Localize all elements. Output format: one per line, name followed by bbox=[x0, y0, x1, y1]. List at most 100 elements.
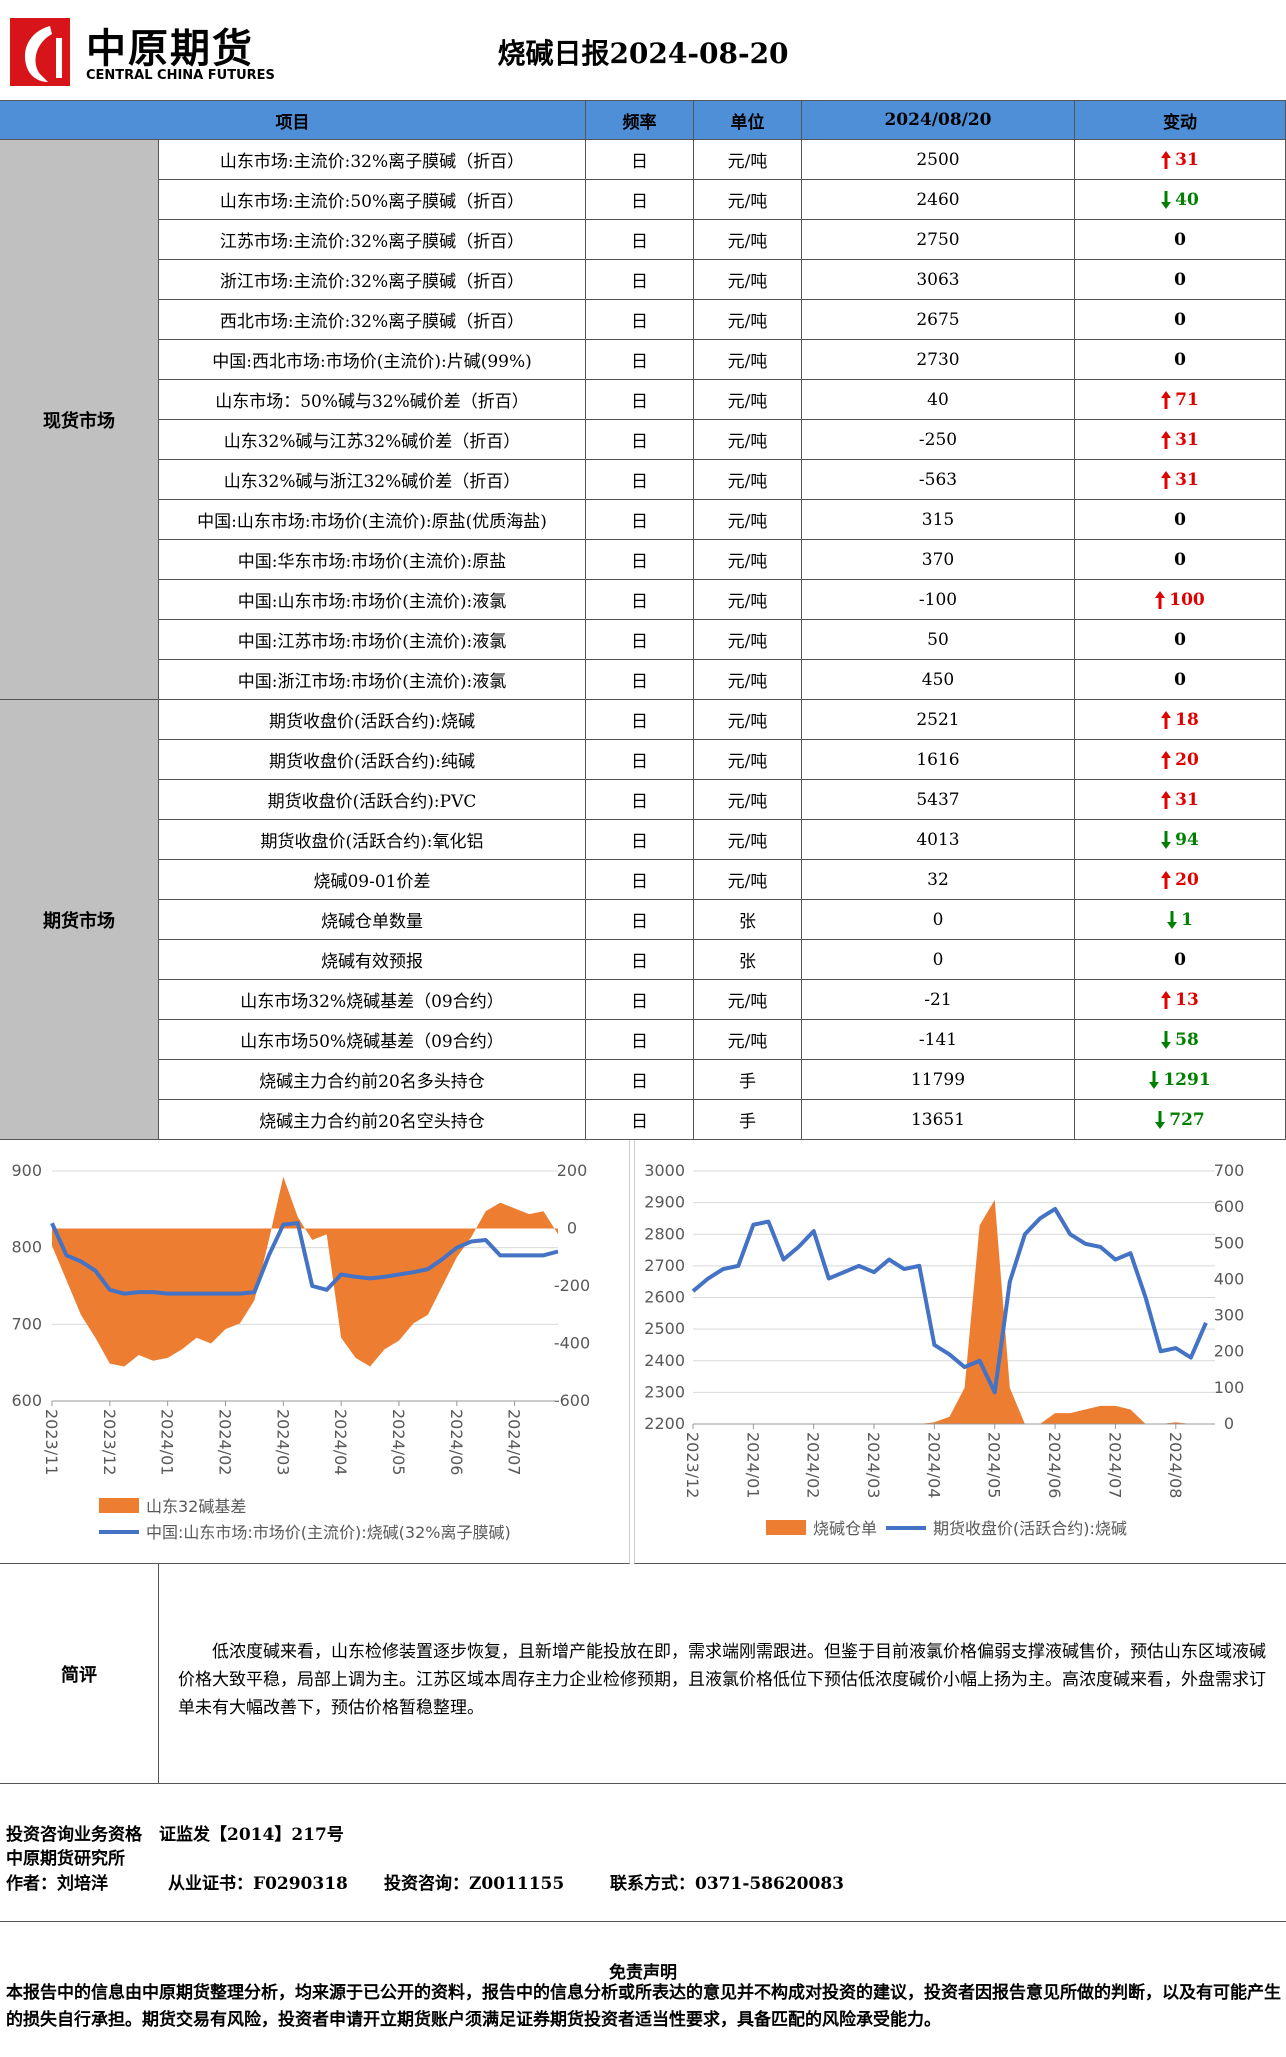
column-header: 项目 bbox=[0, 101, 586, 140]
cell-freq: 日 bbox=[586, 180, 694, 220]
cell-freq: 日 bbox=[586, 460, 694, 500]
x-tick-label: 2024/07 bbox=[1105, 1432, 1124, 1498]
change-value: 13 bbox=[1175, 989, 1199, 1010]
x-tick-label: 2024/05 bbox=[389, 1409, 408, 1475]
x-tick-label: 2024/02 bbox=[804, 1432, 823, 1498]
cell-item: 期货收盘价(活跃合约):纯碱 bbox=[159, 740, 586, 780]
cell-value: 0 bbox=[802, 900, 1075, 940]
cell-freq: 日 bbox=[586, 660, 694, 700]
cell-freq: 日 bbox=[586, 1020, 694, 1060]
change-value: 0 bbox=[1174, 229, 1186, 250]
cell-item: 中国:西北市场:市场价(主流价):片碱(99%) bbox=[159, 340, 586, 380]
header: 中原期货 CENTRAL CHINA FUTURES 烧碱日报2024-08-2… bbox=[0, 0, 1286, 101]
cell-item: 中国:山东市场:市场价(主流价):液氯 bbox=[159, 580, 586, 620]
arrow-shape bbox=[1161, 1030, 1172, 1049]
x-tick-label: 2023/12 bbox=[100, 1409, 119, 1475]
cell-item: 中国:华东市场:市场价(主流价):原盐 bbox=[159, 540, 586, 580]
arrow-shape bbox=[1161, 150, 1172, 169]
arrow-shape bbox=[1161, 790, 1172, 809]
cell-unit: 手 bbox=[694, 1100, 802, 1140]
trend-arrow bbox=[1161, 1030, 1172, 1049]
contact: 联系方式：0371-58620083 bbox=[610, 1874, 844, 1894]
cell-value: 5437 bbox=[802, 780, 1075, 820]
license: 从业证书：F0290318 bbox=[168, 1874, 348, 1894]
cell-freq: 日 bbox=[586, 580, 694, 620]
trend-arrow bbox=[1167, 910, 1178, 929]
cell-change: 1 bbox=[1075, 900, 1286, 940]
cell-change: 0 bbox=[1075, 220, 1286, 260]
change-value: 71 bbox=[1175, 389, 1199, 410]
trend-arrow bbox=[1161, 430, 1172, 449]
arrow-shape bbox=[1161, 750, 1172, 769]
trend-arrow bbox=[1161, 470, 1172, 489]
cell-change: 0 bbox=[1075, 340, 1286, 380]
cell-value: 2500 bbox=[802, 140, 1075, 180]
x-tick-label: 2024/01 bbox=[743, 1432, 762, 1498]
cell-freq: 日 bbox=[586, 500, 694, 540]
cell-change: 1291 bbox=[1075, 1060, 1286, 1100]
cell-change: 31 bbox=[1075, 420, 1286, 460]
cell-freq: 日 bbox=[586, 140, 694, 180]
cell-unit: 元/吨 bbox=[694, 780, 802, 820]
cell-change: 0 bbox=[1075, 940, 1286, 980]
cell-item: 烧碱仓单数量 bbox=[159, 900, 586, 940]
y2-tick-label: 300 bbox=[1214, 1306, 1245, 1325]
cell-item: 山东市场:主流价:32%离子膜碱（折百） bbox=[159, 140, 586, 180]
group-label: 期货市场 bbox=[0, 700, 159, 1140]
cell-item: 山东市场:主流价:50%离子膜碱（折百） bbox=[159, 180, 586, 220]
trend-arrow bbox=[1155, 1110, 1166, 1129]
change-value: 1 bbox=[1181, 909, 1193, 930]
cell-value: 11799 bbox=[802, 1060, 1075, 1100]
change-value: 0 bbox=[1174, 509, 1186, 530]
x-tick-label: 2024/05 bbox=[985, 1432, 1004, 1498]
cell-change: 31 bbox=[1075, 140, 1286, 180]
x-tick-label: 2023/12 bbox=[683, 1432, 702, 1498]
cell-unit: 元/吨 bbox=[694, 460, 802, 500]
cell-item: 西北市场:主流价:32%离子膜碱（折百） bbox=[159, 300, 586, 340]
cell-change: 0 bbox=[1075, 260, 1286, 300]
cell-freq: 日 bbox=[586, 740, 694, 780]
cell-unit: 元/吨 bbox=[694, 820, 802, 860]
trend-arrow bbox=[1161, 150, 1172, 169]
x-tick-label: 2024/07 bbox=[505, 1409, 524, 1475]
cell-value: 4013 bbox=[802, 820, 1075, 860]
trend-arrow bbox=[1161, 790, 1172, 809]
y2-tick-label: 100 bbox=[1214, 1378, 1245, 1397]
cell-unit: 元/吨 bbox=[694, 620, 802, 660]
cell-unit: 元/吨 bbox=[694, 420, 802, 460]
trend-arrow bbox=[1161, 990, 1172, 1009]
cell-unit: 元/吨 bbox=[694, 340, 802, 380]
cell-item: 山东市场50%烧碱基差（09合约） bbox=[159, 1020, 586, 1060]
institute: 中原期货研究所 bbox=[6, 1849, 125, 1869]
chart-left: 600 700 800 900 -600 -400 -200 0 200 2023/11 2023/… bbox=[0, 1140, 630, 1564]
change-value: 20 bbox=[1175, 749, 1199, 770]
cell-unit: 元/吨 bbox=[694, 740, 802, 780]
arrow-shape bbox=[1161, 190, 1172, 209]
cell-change: 94 bbox=[1075, 820, 1286, 860]
y2-tick-label: -400 bbox=[554, 1334, 590, 1353]
cell-value: -141 bbox=[802, 1020, 1075, 1060]
x-tick-label: 2024/08 bbox=[1166, 1432, 1185, 1498]
cell-value: 50 bbox=[802, 620, 1075, 660]
cell-value: -100 bbox=[802, 580, 1075, 620]
cell-value: 2460 bbox=[802, 180, 1075, 220]
cell-freq: 日 bbox=[586, 420, 694, 460]
cell-freq: 日 bbox=[586, 780, 694, 820]
cell-freq: 日 bbox=[586, 540, 694, 580]
trend-arrow bbox=[1161, 870, 1172, 889]
y2-tick-label: 400 bbox=[1214, 1269, 1245, 1288]
cell-unit: 元/吨 bbox=[694, 220, 802, 260]
cell-freq: 日 bbox=[586, 700, 694, 740]
x-tick-label: 2024/06 bbox=[1045, 1432, 1064, 1498]
cell-change: 0 bbox=[1075, 540, 1286, 580]
cell-item: 烧碱09-01价差 bbox=[159, 860, 586, 900]
cell-unit: 元/吨 bbox=[694, 500, 802, 540]
x-tick-label: 2024/03 bbox=[273, 1409, 292, 1475]
y-tick-label: 900 bbox=[11, 1161, 42, 1180]
disclaimer-text: 本报告中的信息由中原期货整理分析，均来源于已公开的资料，报告中的信息分析或所表达… bbox=[6, 1983, 1281, 2030]
cell-value: 315 bbox=[802, 500, 1075, 540]
chart-right: 2200 2300 2400 2500 2600 2700 2800 2900 3000 0 100… bbox=[634, 1140, 1286, 1564]
cell-freq: 日 bbox=[586, 260, 694, 300]
change-value: 0 bbox=[1174, 549, 1186, 570]
